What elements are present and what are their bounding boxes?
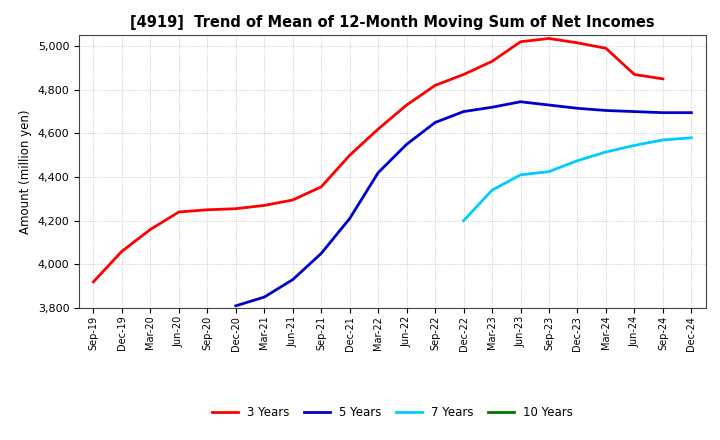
- 7 Years: [573, 158, 582, 163]
- 5 Years: [573, 106, 582, 111]
- 3 Years: [174, 209, 183, 215]
- Line: 7 Years: 7 Years: [464, 138, 691, 221]
- 5 Years: [687, 110, 696, 115]
- 5 Years: [402, 142, 411, 147]
- 7 Years: [602, 149, 611, 154]
- 5 Years: [545, 103, 554, 108]
- 5 Years: [459, 109, 468, 114]
- 5 Years: [289, 277, 297, 282]
- 3 Years: [317, 184, 325, 190]
- 7 Years: [459, 218, 468, 224]
- 5 Years: [602, 108, 611, 113]
- 7 Years: [687, 135, 696, 140]
- 7 Years: [487, 187, 496, 193]
- 3 Years: [289, 197, 297, 202]
- 3 Years: [402, 103, 411, 108]
- 7 Years: [630, 143, 639, 148]
- 5 Years: [630, 109, 639, 114]
- Line: 3 Years: 3 Years: [94, 38, 663, 282]
- 5 Years: [346, 216, 354, 221]
- 5 Years: [487, 105, 496, 110]
- 5 Years: [232, 303, 240, 308]
- Y-axis label: Amount (million yen): Amount (million yen): [19, 110, 32, 234]
- 3 Years: [573, 40, 582, 45]
- 5 Years: [659, 110, 667, 115]
- 3 Years: [146, 227, 155, 232]
- Title: [4919]  Trend of Mean of 12-Month Moving Sum of Net Incomes: [4919] Trend of Mean of 12-Month Moving …: [130, 15, 654, 30]
- 7 Years: [659, 137, 667, 143]
- 7 Years: [516, 172, 525, 177]
- 5 Years: [374, 170, 382, 175]
- 3 Years: [431, 83, 439, 88]
- 3 Years: [659, 76, 667, 81]
- 3 Years: [117, 249, 126, 254]
- 3 Years: [89, 279, 98, 284]
- 3 Years: [203, 207, 212, 213]
- 3 Years: [346, 153, 354, 158]
- 3 Years: [232, 206, 240, 211]
- 3 Years: [260, 203, 269, 208]
- 5 Years: [431, 120, 439, 125]
- 3 Years: [487, 59, 496, 64]
- 3 Years: [630, 72, 639, 77]
- 3 Years: [602, 46, 611, 51]
- 3 Years: [516, 39, 525, 44]
- 3 Years: [459, 72, 468, 77]
- 7 Years: [545, 169, 554, 174]
- 5 Years: [260, 294, 269, 300]
- 5 Years: [516, 99, 525, 104]
- 5 Years: [317, 251, 325, 256]
- 3 Years: [374, 126, 382, 132]
- 3 Years: [545, 36, 554, 41]
- Legend: 3 Years, 5 Years, 7 Years, 10 Years: 3 Years, 5 Years, 7 Years, 10 Years: [207, 401, 577, 424]
- Line: 5 Years: 5 Years: [236, 102, 691, 306]
